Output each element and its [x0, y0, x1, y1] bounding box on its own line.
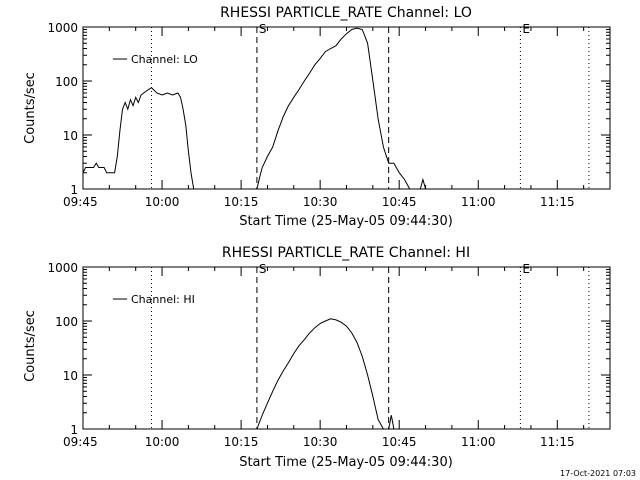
plot-frame	[82, 26, 611, 190]
x-tick-label: 10:15	[224, 435, 259, 449]
y-tick-label: 100	[55, 75, 78, 89]
chart-lo-panel: RHESSI PARTICLE_RATE Channel: LO Start T…	[23, 5, 611, 229]
legend-label: Channel: LO	[131, 53, 198, 66]
y-tick-label: 10	[63, 369, 78, 383]
series-line	[419, 177, 427, 190]
y-tick-label: 1000	[47, 261, 78, 275]
x-tick-label: 10:30	[303, 435, 338, 449]
x-tick-label: 10:00	[145, 435, 180, 449]
x-tick-label: 10:00	[145, 195, 180, 209]
y-tick-label: 1	[70, 183, 78, 197]
x-axis-label: Start Time (25-May-05 09:44:30)	[239, 455, 453, 470]
x-tick-label: 10:45	[382, 195, 417, 209]
x-tick-label: 10:15	[224, 195, 259, 209]
plot-timestamp: 17-Oct-2021 07:03	[560, 469, 636, 478]
y-tick-label: 10	[63, 129, 78, 143]
y-tick-label: 1000	[47, 21, 78, 35]
x-axis-label: Start Time (25-May-05 09:44:30)	[239, 214, 453, 229]
x-tick-label: 11:15	[540, 435, 575, 449]
x-tick-label: 11:00	[461, 195, 496, 209]
plot-frame	[82, 266, 611, 430]
marker-label: S	[259, 262, 267, 276]
y-tick-label: 100	[55, 315, 78, 329]
x-tick-label: 10:30	[303, 195, 338, 209]
series-line	[82, 87, 195, 190]
x-tick-label: 11:15	[540, 195, 575, 209]
x-tick-label: 09:45	[63, 195, 98, 209]
y-axis-label: Counts/sec	[23, 72, 38, 144]
marker-label: S	[259, 22, 267, 36]
series-line	[256, 27, 411, 190]
x-tick-label: 11:00	[461, 435, 496, 449]
chart-title: RHESSI PARTICLE_RATE Channel: HI	[222, 245, 470, 261]
x-tick-label: 09:45	[63, 435, 98, 449]
x-tick-label: 10:45	[382, 435, 417, 449]
legend-label: Channel: HI	[131, 293, 195, 306]
marker-label: E	[522, 22, 530, 36]
chart-title: RHESSI PARTICLE_RATE Channel: LO	[220, 5, 472, 21]
y-tick-label: 1	[70, 423, 78, 437]
y-axis-label: Counts/sec	[23, 310, 38, 382]
marker-label: E	[522, 262, 530, 276]
series-line	[388, 415, 395, 430]
series-line	[256, 318, 384, 430]
chart-hi-panel: RHESSI PARTICLE_RATE Channel: HI Start T…	[23, 245, 611, 470]
